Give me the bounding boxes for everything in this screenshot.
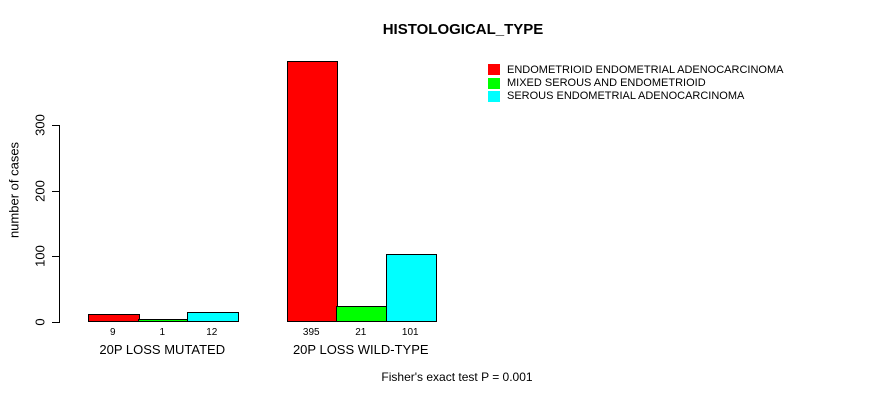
bar-value-label: 12 <box>206 327 218 338</box>
x-category-label: 20P LOSS WILD-TYPE <box>292 342 429 357</box>
y-tick <box>52 322 59 323</box>
x-category-label: 20P LOSS MUTATED <box>99 342 226 357</box>
y-axis-line <box>59 125 60 323</box>
bar-value-label: 395 <box>302 327 320 338</box>
y-tick-label: 200 <box>32 180 48 202</box>
legend-swatch <box>488 64 500 76</box>
y-tick-label: 0 <box>32 318 48 326</box>
bar <box>286 61 338 322</box>
legend-swatch <box>488 90 500 102</box>
y-tick-label: 100 <box>32 245 48 268</box>
legend-swatch <box>488 77 500 89</box>
stats-annotation: Fisher's exact test P = 0.001 <box>381 370 533 384</box>
bar-value-label: 101 <box>401 327 419 338</box>
legend-label: MIXED SEROUS AND ENDOMETRIOID <box>507 77 706 90</box>
bar-value-label: 9 <box>109 327 116 338</box>
bar <box>137 319 189 322</box>
bar <box>336 306 388 322</box>
bar-value-label: 1 <box>159 327 166 338</box>
chart-title: HISTOLOGICAL_TYPE <box>382 21 544 38</box>
y-axis-label: number of cases <box>6 141 22 239</box>
legend-item: SEROUS ENDOMETRIAL ADENOCARCINOMA <box>488 90 783 103</box>
legend-label: SEROUS ENDOMETRIAL ADENOCARCINOMA <box>507 90 745 103</box>
bar-value-label: 21 <box>355 327 367 338</box>
legend-item: ENDOMETRIOID ENDOMETRIAL ADENOCARCINOMA <box>488 63 783 76</box>
y-tick-label: 300 <box>32 114 48 137</box>
bar <box>88 314 140 322</box>
y-tick <box>52 190 59 192</box>
legend: ENDOMETRIOID ENDOMETRIAL ADENOCARCINOMA M… <box>488 63 783 103</box>
y-tick <box>52 256 59 258</box>
y-tick <box>52 125 59 127</box>
legend-label: ENDOMETRIOID ENDOMETRIAL ADENOCARCINOMA <box>507 63 784 76</box>
bar <box>385 253 437 322</box>
legend-item: MIXED SEROUS AND ENDOMETRIOID <box>488 76 783 89</box>
bar <box>187 312 239 322</box>
